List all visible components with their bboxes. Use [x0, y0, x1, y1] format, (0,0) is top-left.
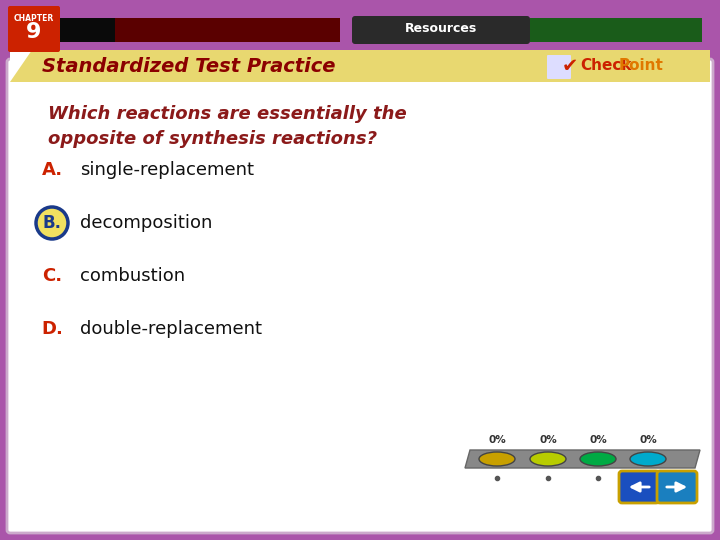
Text: Point: Point [619, 58, 664, 73]
Text: 0%: 0% [539, 435, 557, 445]
Text: Which reactions are essentially the
opposite of synthesis reactions?: Which reactions are essentially the oppo… [48, 105, 407, 148]
Polygon shape [530, 18, 702, 42]
Ellipse shape [530, 452, 566, 466]
Polygon shape [10, 50, 32, 82]
Polygon shape [115, 18, 340, 42]
Text: D.: D. [41, 320, 63, 338]
FancyBboxPatch shape [10, 50, 710, 82]
Text: Check: Check [580, 58, 631, 73]
Text: 0%: 0% [488, 435, 506, 445]
FancyBboxPatch shape [7, 59, 713, 533]
Circle shape [36, 207, 68, 239]
Text: Resources: Resources [405, 23, 477, 36]
Ellipse shape [580, 452, 616, 466]
FancyBboxPatch shape [657, 471, 697, 503]
Text: B.: B. [42, 214, 61, 232]
Polygon shape [18, 18, 115, 42]
Polygon shape [10, 40, 710, 64]
FancyBboxPatch shape [4, 4, 716, 536]
FancyBboxPatch shape [547, 55, 571, 79]
Polygon shape [340, 18, 360, 42]
Text: Standardized Test Practice: Standardized Test Practice [42, 57, 336, 76]
FancyBboxPatch shape [619, 471, 659, 503]
Text: C.: C. [42, 267, 62, 285]
Text: ✔: ✔ [562, 57, 578, 76]
Text: combustion: combustion [80, 267, 185, 285]
Text: decomposition: decomposition [80, 214, 212, 232]
Text: 9: 9 [27, 22, 42, 42]
Text: A.: A. [42, 161, 63, 179]
Ellipse shape [630, 452, 666, 466]
Polygon shape [465, 450, 700, 468]
Ellipse shape [479, 452, 515, 466]
Text: 0%: 0% [639, 435, 657, 445]
Text: single-replacement: single-replacement [80, 161, 254, 179]
Text: 0%: 0% [589, 435, 607, 445]
Text: CHAPTER: CHAPTER [14, 14, 54, 23]
FancyBboxPatch shape [352, 16, 530, 44]
FancyBboxPatch shape [8, 6, 60, 52]
Text: double-replacement: double-replacement [80, 320, 262, 338]
